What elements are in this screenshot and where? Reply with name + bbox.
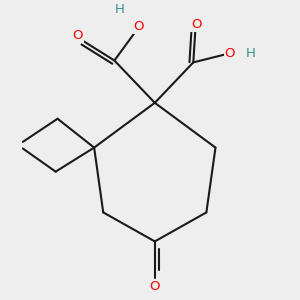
Text: O: O bbox=[73, 29, 83, 42]
Text: H: H bbox=[114, 3, 124, 16]
Text: H: H bbox=[246, 47, 256, 60]
Text: O: O bbox=[191, 18, 201, 32]
Text: O: O bbox=[225, 47, 235, 60]
Text: O: O bbox=[150, 280, 160, 293]
Text: O: O bbox=[133, 20, 144, 33]
